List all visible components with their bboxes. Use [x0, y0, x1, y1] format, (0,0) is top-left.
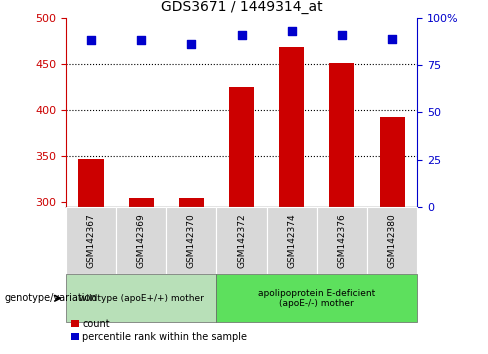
Bar [179, 198, 204, 207]
Text: GSM142369: GSM142369 [137, 213, 146, 268]
Bar [229, 87, 254, 207]
Point [338, 32, 346, 38]
Bar [380, 118, 405, 207]
Point [388, 36, 396, 41]
Text: GSM142367: GSM142367 [86, 213, 96, 268]
Point [87, 38, 95, 43]
Title: GDS3671 / 1449314_at: GDS3671 / 1449314_at [161, 0, 323, 14]
Text: genotype/variation: genotype/variation [5, 293, 98, 303]
Point [187, 41, 195, 47]
Text: GSM142370: GSM142370 [187, 213, 196, 268]
Point [288, 28, 296, 34]
Point [238, 32, 245, 38]
Bar [329, 63, 354, 207]
Bar [79, 159, 103, 207]
Text: GSM142376: GSM142376 [337, 213, 346, 268]
Text: wildtype (apoE+/+) mother: wildtype (apoE+/+) mother [79, 294, 203, 303]
Text: GSM142380: GSM142380 [387, 213, 397, 268]
Text: GSM142374: GSM142374 [287, 213, 296, 268]
Point [137, 38, 145, 43]
Bar [279, 47, 305, 207]
Text: GSM142372: GSM142372 [237, 213, 246, 268]
Legend: count, percentile rank within the sample: count, percentile rank within the sample [71, 319, 247, 342]
Text: apolipoprotein E-deficient
(apoE-/-) mother: apolipoprotein E-deficient (apoE-/-) mot… [258, 289, 375, 308]
Bar [129, 198, 154, 207]
